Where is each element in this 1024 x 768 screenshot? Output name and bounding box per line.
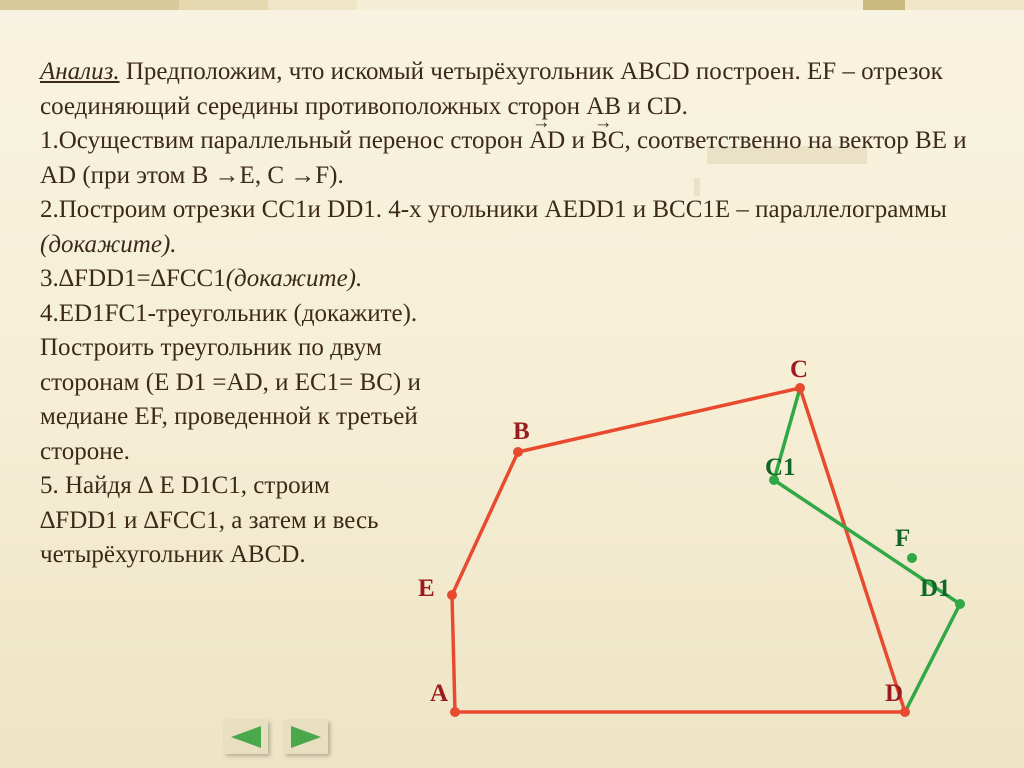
label-C: C xyxy=(790,356,808,384)
step6b: ∆FDD1 и ∆FCC1, а затем и весь xyxy=(40,504,984,539)
label-A: A xyxy=(430,680,448,708)
step3-prove: (докажите). xyxy=(226,265,363,292)
vector-ad: AD xyxy=(529,124,565,159)
proof-text: Анализ. Предположим, что искомый четырёх… xyxy=(40,55,984,573)
label-B: B xyxy=(513,418,530,446)
step6a: 5. Найдя ∆ Е D1C1, строим xyxy=(40,469,984,504)
step2-text: 2.Построим отрезки СС1и DD1. 4-х угольни… xyxy=(40,196,947,223)
next-button[interactable] xyxy=(284,720,328,754)
nav-buttons xyxy=(224,720,328,754)
step3-text: 3.∆FDD1=∆FCC1 xyxy=(40,265,226,292)
intro-tail: Предположим, что искомый четырёхугольник… xyxy=(40,58,943,120)
step1-be: Е, С xyxy=(240,162,284,189)
next-icon xyxy=(291,726,321,748)
label-E: E xyxy=(418,575,435,603)
prev-button[interactable] xyxy=(224,720,268,754)
step6c: четырёхугольник ABCD. xyxy=(40,538,984,573)
label-D1: D1 xyxy=(920,575,951,603)
label-F: F xyxy=(895,525,910,553)
analysis-label: Анализ. xyxy=(40,58,120,85)
step5b: сторонам (E D1 =AD, и EC1= BC) и xyxy=(40,366,984,401)
prev-icon xyxy=(231,726,261,748)
label-C1: C1 xyxy=(765,454,796,482)
step5c: медиане EF, проведенной к третьей xyxy=(40,400,984,435)
vector-bc: BC xyxy=(591,124,624,159)
arrow2: → xyxy=(290,162,315,189)
label-D: D xyxy=(885,680,903,708)
step1-cf: F). xyxy=(315,162,343,189)
arrow1: → xyxy=(215,162,240,189)
topbar-decoration xyxy=(0,0,1024,10)
step4-text: 4.ED1FC1-треугольник (докажите). xyxy=(40,297,984,332)
step1-pre: 1.Осуществим параллельный перенос сторон xyxy=(40,127,529,154)
step1-mid1: и xyxy=(565,127,591,154)
step5a: Построить треугольник по двум xyxy=(40,331,984,366)
slide: Анализ. Предположим, что искомый четырёх… xyxy=(0,0,1024,768)
step5d: стороне. xyxy=(40,435,984,470)
step2-prove: (докажите). xyxy=(40,231,177,258)
